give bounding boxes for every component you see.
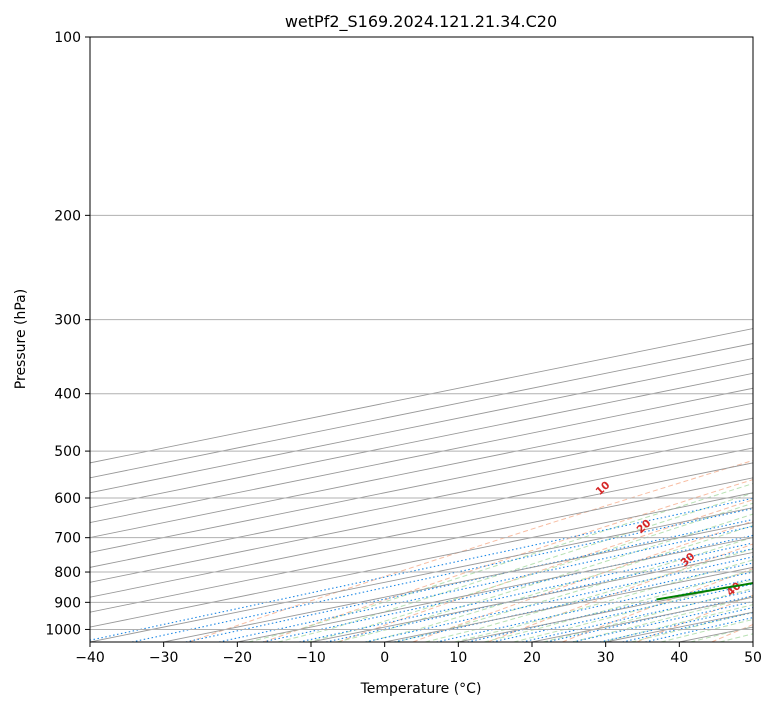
moist-adiabat-line <box>248 482 753 642</box>
isotherm-line <box>384 566 753 642</box>
isotherm-line <box>90 402 753 538</box>
moist-adiabat-line <box>425 548 753 642</box>
x-tick-label: 0 <box>380 650 389 666</box>
isotherm-line <box>90 507 753 642</box>
isotherm-line <box>90 357 753 494</box>
x-tick-label: −20 <box>223 650 253 666</box>
y-tick-label: 400 <box>54 387 81 403</box>
dry-adiabat-line <box>263 479 753 642</box>
isotherm-line <box>90 432 753 568</box>
chart-title: wetPf2_S169.2024.121.21.34.C20 <box>285 12 557 32</box>
y-tick-label: 600 <box>54 491 81 507</box>
isotherm-line <box>90 343 753 479</box>
moist-adiabat-line <box>690 626 753 642</box>
y-tick-label: 300 <box>54 313 81 329</box>
moist-adiabat-line <box>395 536 753 642</box>
plot-frame <box>89 36 754 643</box>
x-tick-label: −40 <box>75 650 105 666</box>
moist-adiabat-line <box>454 559 753 642</box>
x-tick-label: 50 <box>744 650 762 666</box>
isotherm-line <box>90 477 753 613</box>
dry-adiabat-line <box>188 459 753 642</box>
x-tick-label: 30 <box>597 650 615 666</box>
mixing-ratio-line <box>546 595 753 642</box>
moist-adiabat-line <box>513 579 753 642</box>
isotherm-line <box>752 641 753 642</box>
moist-adiabat-label: 30 <box>679 551 698 570</box>
isotherm-line <box>237 537 753 642</box>
moist-adiabat-line <box>277 492 753 642</box>
mixing-ratio-line <box>492 583 753 642</box>
y-tick-label: 900 <box>54 595 81 611</box>
isotherm-line <box>163 522 753 642</box>
isotherm-line <box>90 328 753 464</box>
y-tick-label: 800 <box>54 565 81 581</box>
isotherm-line <box>458 581 753 642</box>
y-tick-label: 200 <box>54 208 81 224</box>
moist-adiabat-line <box>307 502 753 642</box>
mixing-ratio-line <box>436 571 753 642</box>
x-axis-label: Temperature (°C) <box>360 681 482 697</box>
x-tick-label: 40 <box>670 650 688 666</box>
axes: −40 −30 −20 −10 0 10 20 30 40 50 100 200 300 400 500 60… <box>45 30 762 666</box>
x-tick-label: 10 <box>449 650 467 666</box>
isotherm-line <box>90 372 753 509</box>
moist-adiabat-line <box>719 633 753 642</box>
moist-adiabat-line <box>542 587 753 642</box>
pressure-gridlines <box>90 37 753 630</box>
mixing-ratio-line <box>365 556 753 642</box>
moist-adiabat-line <box>366 525 753 642</box>
isotherm-line <box>531 596 753 642</box>
dry-adiabat-line <box>711 623 753 642</box>
mixing-ratio-line <box>218 525 753 642</box>
mixing-ratio-line <box>90 497 753 641</box>
isotherm-line <box>90 492 753 628</box>
x-tick-label: −30 <box>149 650 179 666</box>
isotherm-line <box>90 417 753 553</box>
isotherm-line <box>90 447 753 583</box>
x-tick-label: −10 <box>296 650 326 666</box>
isotherm-line <box>679 626 753 642</box>
y-axis-label: Pressure (hPa) <box>13 289 29 389</box>
x-tick-label: 20 <box>523 650 541 666</box>
y-tick-label: 700 <box>54 531 81 547</box>
isotherm-line <box>90 387 753 524</box>
dry-adiabat-line <box>412 520 753 642</box>
moist-adiabat-line <box>336 513 753 642</box>
y-tick-label: 1000 <box>45 622 81 638</box>
dry-adiabat-line <box>338 499 753 642</box>
dry-adiabat-line <box>636 594 753 642</box>
y-tick-label: 500 <box>54 444 81 460</box>
line-labels: -100-90-80-70-60-50-40-30-20-1000.10.20.… <box>594 479 744 599</box>
moist-adiabats <box>248 482 753 642</box>
isotherms <box>90 328 753 642</box>
mixing-ratio-line <box>299 542 753 642</box>
y-tick-label: 100 <box>54 30 81 46</box>
dry-adiabat-line <box>562 568 753 642</box>
isotherm-line <box>90 462 753 598</box>
isotherm-line <box>605 611 753 642</box>
isotherm-line <box>310 551 753 642</box>
